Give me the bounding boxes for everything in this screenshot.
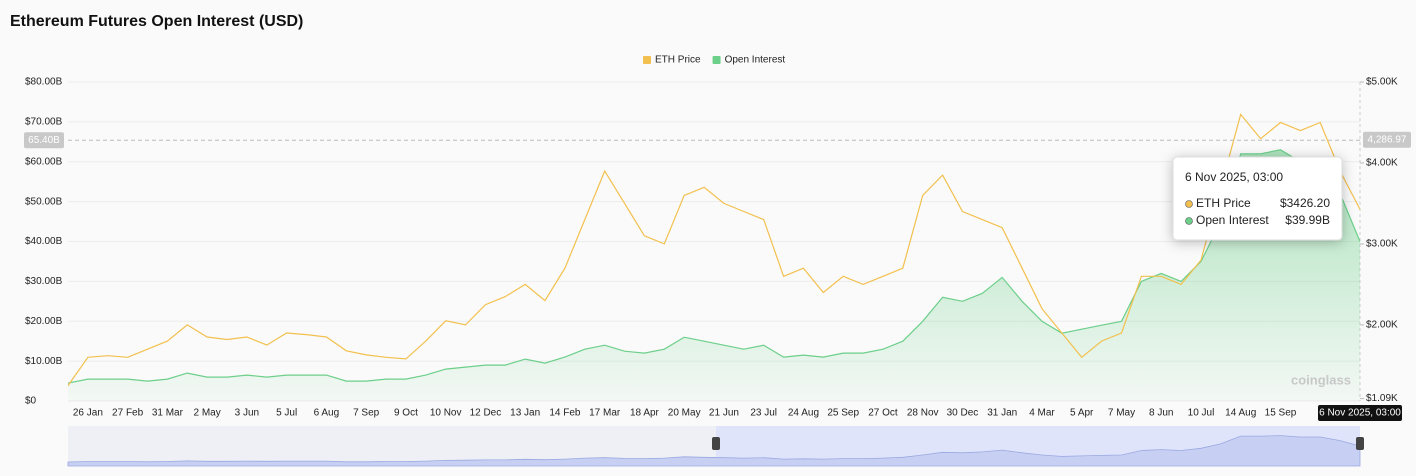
navigator-handle[interactable] [712,437,720,450]
x-tick-label: 14 Feb [549,408,581,419]
x-tick-label: 24 Aug [788,408,819,419]
x-tick-label: 7 May [1108,408,1135,419]
x-tick-label: 28 Nov [907,408,939,419]
x-tick-label: 3 Jun [235,408,259,419]
y-tick-label: $70.00B [25,117,63,128]
crosshair-y2-label: 4,286.97 [1368,134,1407,145]
x-tick-label: 26 Jan [73,408,103,419]
y-tick-label: $30.00B [25,276,63,287]
x-tick-label: 17 Mar [589,408,621,419]
x-tick-label: 12 Dec [470,408,502,419]
x-tick-label: 30 Dec [947,408,979,419]
y-tick-label: $20.00B [25,316,63,327]
y-tick-label: $50.00B [25,196,63,207]
y-tick-label: $10.00B [25,356,63,367]
y-tick-label: $40.00B [25,236,63,247]
x-tick-label: 18 Apr [630,408,660,419]
x-tick-label: 14 Aug [1225,408,1256,419]
x-tick-label: 31 Mar [152,408,184,419]
x-tick-label: 8 Jun [1149,408,1173,419]
y-tick-label: $0 [25,396,37,407]
tooltip-dot [1185,200,1193,208]
y2-tick-label: $5.00K [1366,77,1398,88]
tooltip-dot [1185,217,1193,225]
x-tick-label: 9 Oct [394,408,418,419]
tooltip-value: $39.99B [1285,213,1330,227]
x-tick-label: 6 Aug [314,408,340,419]
legend-swatch [643,56,651,64]
navigator-handle[interactable] [1356,437,1364,450]
chart-title: Ethereum Futures Open Interest (USD) [10,13,303,30]
x-tick-label: 5 Jul [276,408,297,419]
x-tick-label: 10 Nov [430,408,462,419]
tooltip-series-name: Open Interest [1196,213,1269,227]
x-tick-label: 25 Sep [827,408,859,419]
tooltip-series-name: ETH Price [1196,196,1251,210]
crosshair-y2-box [1363,131,1411,148]
legend: ETH Price Open Interest [643,55,785,66]
x-tick-label: 15 Sep [1265,408,1297,419]
series-area [68,149,1360,401]
x-tick-label: 10 Jul [1188,408,1215,419]
legend-swatch [712,56,721,64]
x-tick-label: 13 Jan [510,408,540,419]
tooltip-title: 6 Nov 2025, 03:00 [1185,170,1283,184]
crosshair-y-box [24,132,64,149]
series-line [67,113,1361,386]
x-tick-label: 20 May [668,408,701,419]
series-line [67,149,1361,384]
x-crosshair-label: 6 Nov 2025, 03:00 [1319,408,1401,419]
y2-tick-label: $2.00K [1366,320,1398,331]
tooltip: 6 Nov 2025, 03:00 ETH Price $3426.20 Open I… [1172,156,1343,241]
x-tick-label: 5 Apr [1070,408,1094,419]
x-tick-label: 27 Oct [868,408,898,419]
x-tick-label: 4 Mar [1029,408,1055,419]
legend-label: ETH Price [655,55,701,66]
y2-tick-label: $4.00K [1366,158,1398,169]
legend-label: Open Interest [725,55,786,66]
x-crosshair-box [1318,405,1402,421]
y-tick-label: $60.00B [25,156,63,167]
x-tick-label: 23 Jul [750,408,777,419]
watermark: coinglass [1291,372,1351,387]
tooltip-box [1172,156,1343,241]
x-tick-label: 7 Sep [353,408,380,419]
x-tick-label: 31 Jan [987,408,1017,419]
crosshair-y-label: 65.40B [28,135,60,146]
x-tick-label: 2 May [194,408,221,419]
x-tick-label: 27 Feb [112,408,144,419]
y2-tick-label: $1.09K [1366,393,1398,404]
y2-tick-label: $3.00K [1366,239,1398,250]
y-tick-label: $80.00B [25,77,63,88]
tooltip-value: $3426.20 [1280,196,1330,210]
x-tick-label: 21 Jun [709,408,739,419]
navigator-area [67,435,1361,467]
